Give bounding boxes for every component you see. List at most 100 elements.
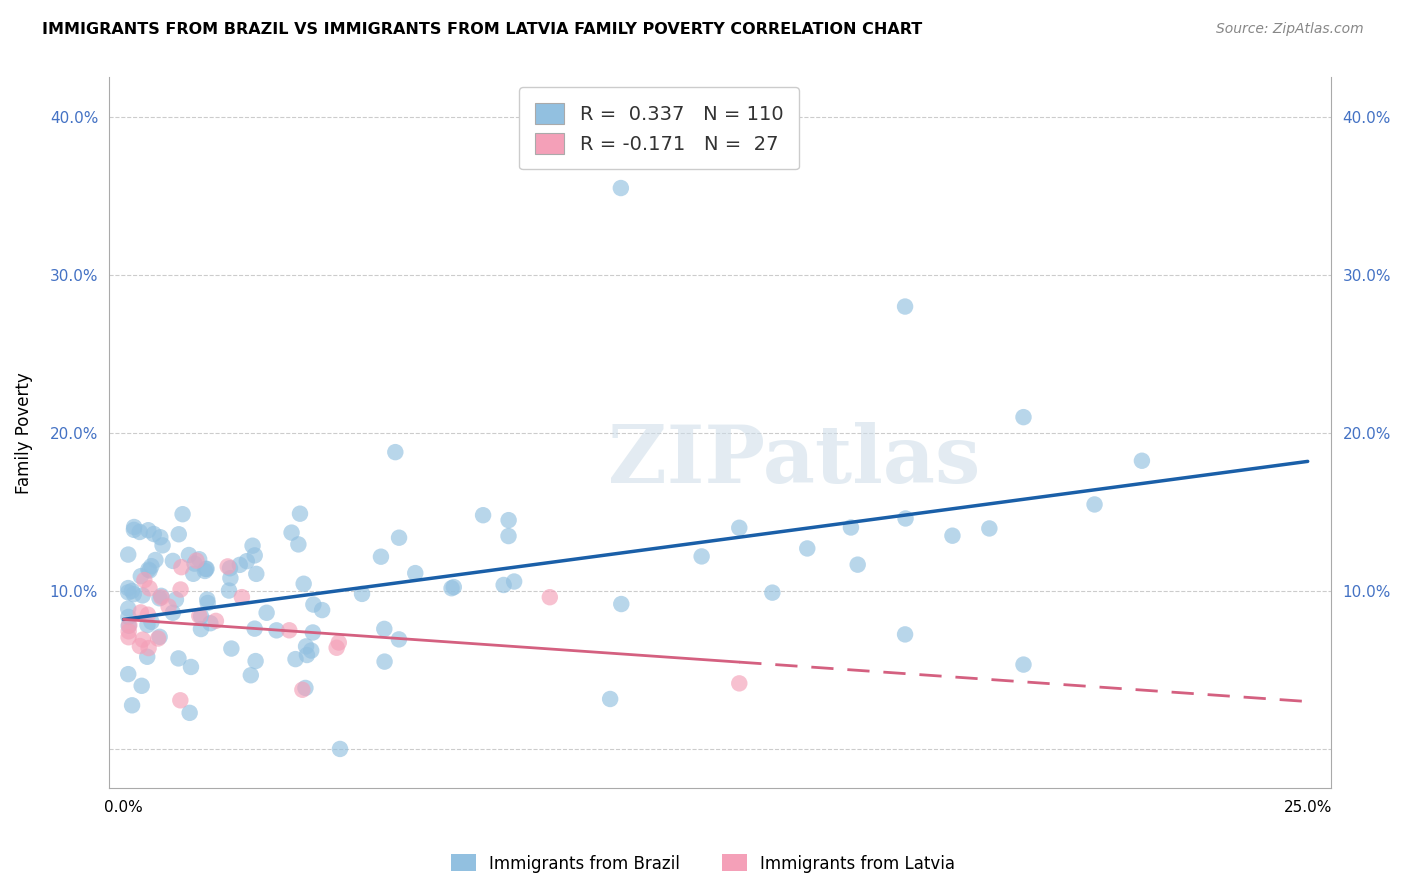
Point bbox=[138, 563, 160, 577]
Point bbox=[1012, 410, 1035, 425]
Point bbox=[538, 591, 561, 605]
Point bbox=[150, 591, 173, 605]
Point bbox=[122, 520, 145, 534]
Point bbox=[170, 560, 193, 574]
Point bbox=[138, 641, 160, 656]
Point bbox=[148, 591, 170, 606]
Point bbox=[243, 622, 266, 636]
Point bbox=[200, 616, 222, 631]
Point bbox=[177, 548, 200, 562]
Point bbox=[374, 655, 396, 669]
Point bbox=[131, 588, 153, 602]
Point bbox=[498, 529, 520, 543]
Point bbox=[195, 562, 218, 576]
Point bbox=[292, 576, 315, 591]
Point bbox=[284, 652, 307, 666]
Point bbox=[498, 513, 520, 527]
Point bbox=[242, 539, 264, 553]
Point bbox=[610, 597, 633, 611]
Point bbox=[294, 681, 316, 695]
Point bbox=[404, 566, 426, 580]
Point bbox=[167, 527, 190, 541]
Point bbox=[941, 529, 963, 543]
Point bbox=[291, 682, 314, 697]
Point bbox=[129, 569, 152, 583]
Point bbox=[370, 549, 392, 564]
Point bbox=[190, 622, 212, 636]
Point bbox=[1130, 454, 1153, 468]
Point bbox=[278, 624, 301, 638]
Point bbox=[221, 641, 243, 656]
Point bbox=[167, 651, 190, 665]
Point bbox=[129, 606, 152, 620]
Point bbox=[472, 508, 495, 523]
Point bbox=[121, 698, 143, 713]
Legend: R =  0.337   N = 110, R = -0.171   N =  27: R = 0.337 N = 110, R = -0.171 N = 27 bbox=[519, 87, 799, 169]
Point bbox=[194, 564, 217, 578]
Point bbox=[117, 610, 139, 624]
Point bbox=[186, 553, 208, 567]
Point bbox=[728, 676, 751, 690]
Point bbox=[894, 511, 917, 525]
Point bbox=[172, 507, 194, 521]
Point bbox=[152, 538, 174, 552]
Point bbox=[179, 706, 201, 720]
Point bbox=[443, 580, 465, 594]
Point bbox=[117, 667, 139, 681]
Point bbox=[299, 643, 322, 657]
Point bbox=[149, 630, 172, 644]
Point bbox=[157, 599, 180, 614]
Point bbox=[118, 624, 141, 639]
Point bbox=[728, 521, 751, 535]
Point bbox=[150, 589, 173, 603]
Point bbox=[141, 559, 163, 574]
Point bbox=[188, 552, 211, 566]
Point bbox=[245, 654, 267, 668]
Point bbox=[229, 558, 252, 572]
Point bbox=[117, 601, 139, 615]
Point bbox=[1083, 498, 1105, 512]
Point bbox=[190, 609, 212, 624]
Point bbox=[295, 640, 318, 654]
Point bbox=[136, 618, 159, 632]
Point bbox=[245, 566, 267, 581]
Point bbox=[266, 624, 288, 638]
Point bbox=[188, 608, 211, 623]
Point bbox=[117, 548, 139, 562]
Point bbox=[117, 581, 139, 595]
Point bbox=[217, 559, 239, 574]
Point bbox=[287, 537, 309, 551]
Point bbox=[136, 607, 159, 622]
Point bbox=[117, 585, 139, 599]
Point bbox=[440, 581, 463, 595]
Point bbox=[302, 625, 325, 640]
Point bbox=[136, 523, 159, 537]
Y-axis label: Family Poverty: Family Poverty bbox=[15, 372, 32, 494]
Point bbox=[122, 523, 145, 537]
Text: Source: ZipAtlas.com: Source: ZipAtlas.com bbox=[1216, 22, 1364, 37]
Point bbox=[894, 627, 917, 641]
Point bbox=[218, 583, 240, 598]
Point bbox=[183, 557, 205, 571]
Point bbox=[149, 530, 172, 544]
Point bbox=[239, 668, 262, 682]
Point bbox=[118, 619, 141, 633]
Point bbox=[132, 632, 155, 647]
Point bbox=[311, 603, 333, 617]
Point bbox=[231, 590, 253, 604]
Point bbox=[503, 574, 526, 589]
Point bbox=[145, 553, 167, 567]
Point bbox=[128, 524, 150, 539]
Point bbox=[121, 583, 143, 598]
Point bbox=[197, 596, 219, 610]
Point bbox=[181, 566, 204, 581]
Point bbox=[118, 618, 141, 632]
Point bbox=[219, 571, 242, 585]
Point bbox=[131, 679, 153, 693]
Point bbox=[138, 582, 160, 596]
Point bbox=[839, 520, 862, 534]
Point bbox=[302, 598, 325, 612]
Point bbox=[384, 445, 406, 459]
Point bbox=[180, 660, 202, 674]
Point bbox=[373, 622, 395, 636]
